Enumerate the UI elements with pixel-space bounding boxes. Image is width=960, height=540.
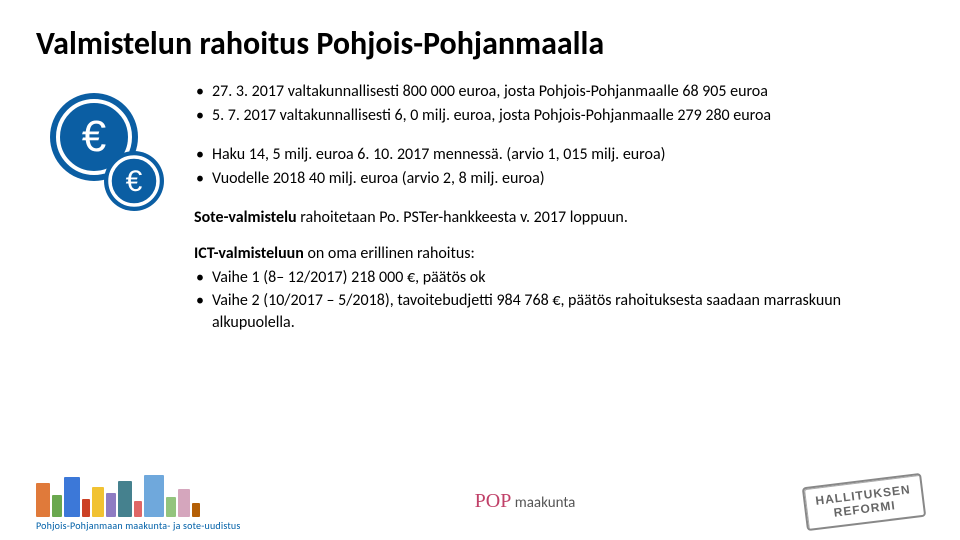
ict-bullets: Vaihe 1 (8– 12/2017) 218 000 €, päätös o… <box>194 267 924 334</box>
sote-bold: Sote-valmistelu <box>194 208 297 227</box>
svg-text:€: € <box>82 112 106 161</box>
footer-right: HALLITUKSEN REFORMI <box>764 480 924 524</box>
reform-stamp-icon: HALLITUKSEN REFORMI <box>802 472 926 530</box>
content-row: € € 27. 3. 2017 valtakunnallisesti 800 0… <box>36 81 924 335</box>
list-item: Vuodelle 2018 40 milj. euroa (arvio 2, 8… <box>194 168 924 190</box>
ict-rest: on oma erillinen rahoitus: <box>304 244 475 263</box>
footer-left: Pohjois-Pohjanmaan maakunta- ja sote-uud… <box>36 471 286 532</box>
footer-mid: POP maakunta <box>286 490 764 513</box>
sote-rest: rahoitetaan Po. PSTer-hankkeesta v. 2017… <box>297 208 628 227</box>
page-title: Valmistelun rahoitus Pohjois-Pohjanmaall… <box>36 24 924 63</box>
footer: Pohjois-Pohjanmaan maakunta- ja sote-uud… <box>0 471 960 532</box>
bullet-group-2: Haku 14, 5 milj. euroa 6. 10. 2017 menne… <box>194 144 924 189</box>
footer-subtitle: Pohjois-Pohjanmaan maakunta- ja sote-uud… <box>36 519 286 532</box>
euro-icon-column: € € <box>36 81 176 335</box>
list-item: Haku 14, 5 milj. euroa 6. 10. 2017 menne… <box>194 144 924 166</box>
list-item: 5. 7. 2017 valtakunnallisesti 6, 0 milj.… <box>194 105 924 127</box>
euro-coins-icon: € € <box>36 85 176 225</box>
cityscape-icon <box>36 471 286 517</box>
list-item: Vaihe 2 (10/2017 – 5/2018), tavoitebudje… <box>194 290 924 333</box>
pop-label: POP <box>475 490 512 512</box>
maakunta-label: maakunta <box>511 494 575 512</box>
sote-line: Sote-valmistelu rahoitetaan Po. PSTer-ha… <box>194 207 924 229</box>
list-item: Vaihe 1 (8– 12/2017) 218 000 €, päätös o… <box>194 267 924 289</box>
bullet-group-1: 27. 3. 2017 valtakunnallisesti 800 000 e… <box>194 81 924 126</box>
list-item: 27. 3. 2017 valtakunnallisesti 800 000 e… <box>194 81 924 103</box>
svg-text:€: € <box>126 165 143 198</box>
ict-bold: ICT-valmisteluun <box>194 244 304 263</box>
text-column: 27. 3. 2017 valtakunnallisesti 800 000 e… <box>194 81 924 335</box>
ict-heading: ICT-valmisteluun on oma erillinen rahoit… <box>194 243 924 265</box>
